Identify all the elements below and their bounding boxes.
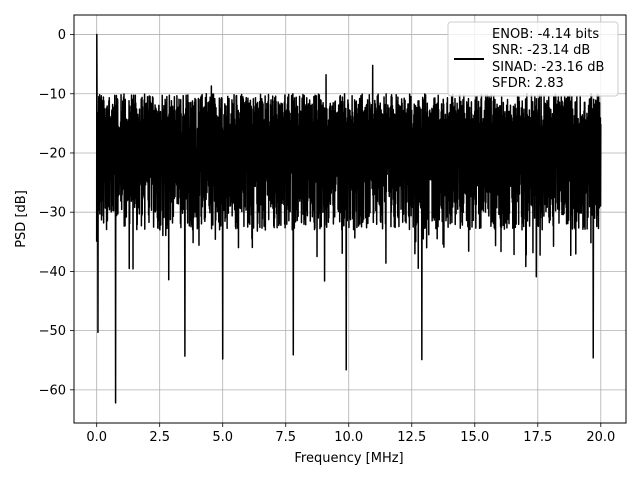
x-axis-label: Frequency [MHz] [294, 451, 403, 466]
y-axis-label: PSD [dB] [14, 190, 29, 248]
y-tick-label: −20 [39, 146, 66, 161]
legend-enob: ENOB: -4.14 bits [492, 27, 599, 42]
x-tick-label: 20.0 [586, 430, 615, 445]
y-tick-label: −30 [39, 206, 66, 221]
x-tick-label: 17.5 [523, 430, 552, 445]
legend-sinad: SINAD: -23.16 dB [492, 60, 604, 75]
y-tick-label: −50 [39, 324, 66, 339]
x-tick-label: 5.0 [212, 430, 233, 445]
x-tick-label: 7.5 [275, 430, 296, 445]
x-tick-label: 12.5 [397, 430, 426, 445]
legend: ENOB: -4.14 bits SNR: -23.14 dB SINAD: -… [447, 21, 619, 97]
psd-trace [95, 33, 602, 404]
x-tick-label: 2.5 [149, 430, 170, 445]
x-tick-label: 0.0 [86, 430, 107, 445]
y-tick-label: −40 [39, 265, 66, 280]
y-tick-label: −60 [39, 383, 66, 398]
legend-snr: SNR: -23.14 dB [492, 43, 590, 58]
y-axis-ticks: 0 −10 −20 −30 −40 −50 −60 [39, 28, 74, 398]
y-tick-label: 0 [58, 28, 66, 43]
y-tick-label: −10 [39, 87, 66, 102]
x-tick-label: 15.0 [460, 430, 489, 445]
legend-sfdr: SFDR: 2.83 [492, 76, 564, 91]
legend-box [447, 21, 619, 97]
x-tick-label: 10.0 [334, 430, 363, 445]
plot-frame [73, 14, 627, 424]
x-axis-ticks: 0.0 2.5 5.0 7.5 10.0 12.5 15.0 17.5 20.0 [86, 423, 615, 445]
psd-series [95, 33, 602, 404]
